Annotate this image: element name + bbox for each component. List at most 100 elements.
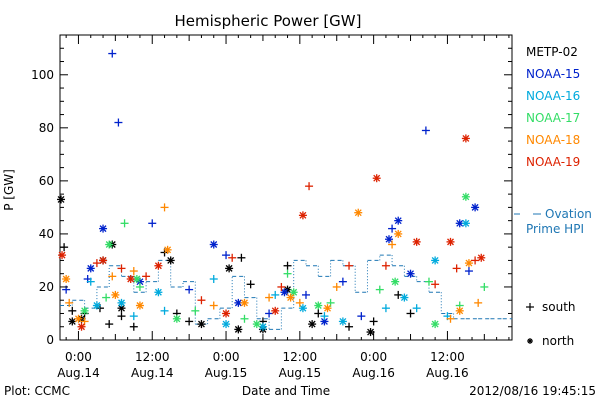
x-tick-label-date: Aug.15 (205, 366, 248, 380)
north-marker-d2 (234, 325, 242, 333)
north-marker-d2 (413, 238, 421, 246)
north-marker-d2 (74, 315, 82, 323)
north-point (135, 301, 144, 310)
x-tick-label: 0:00 (360, 350, 387, 364)
south-point (117, 312, 126, 321)
south-point (265, 309, 274, 318)
south-point (464, 267, 473, 276)
y-tick-label: 20 (39, 280, 54, 294)
north-marker-d2 (118, 304, 125, 312)
south-point (120, 219, 129, 228)
south-point (105, 320, 114, 329)
north-marker-d2 (210, 241, 218, 248)
north-marker-d2 (234, 299, 242, 307)
north-marker-d2 (385, 235, 393, 243)
south-point (314, 309, 323, 318)
south-point (338, 277, 347, 286)
north-marker-d2 (111, 291, 119, 299)
x-tick-label: 12:00 (430, 350, 465, 364)
north-marker-d2 (99, 256, 107, 264)
north-marker-d2 (407, 270, 414, 278)
south-point (68, 306, 77, 315)
north-marker-d2 (391, 278, 399, 286)
north-point (99, 256, 108, 265)
south-point (320, 312, 329, 321)
north-marker-d2 (222, 310, 230, 317)
south-point (108, 272, 117, 281)
south-point (277, 282, 286, 291)
south-point (228, 253, 237, 262)
north-point (105, 240, 114, 249)
north-point (154, 288, 163, 297)
south-point (295, 298, 304, 307)
north-marker-d2 (225, 264, 233, 272)
north-point (323, 304, 332, 313)
north-marker-d2 (164, 246, 172, 254)
north-marker-d2 (394, 230, 402, 238)
north-point (394, 229, 403, 238)
legend: METP-02 NOAA-15 NOAA-16 NOAA-17 NOAA-18 NOAA-… (514, 45, 592, 348)
north-point (366, 328, 375, 337)
south-point (265, 293, 274, 302)
south-point (197, 296, 206, 305)
north-marker-d2 (373, 174, 381, 182)
north-marker-d2 (62, 275, 70, 283)
south-point (222, 251, 231, 260)
north-point (92, 301, 101, 310)
north-marker-d2 (299, 211, 307, 219)
legend-marker-label: north (542, 334, 574, 348)
north-marker-d2 (93, 302, 101, 309)
north-marker-d2 (87, 264, 95, 272)
north-marker-d2 (127, 275, 135, 283)
north-marker-d2 (462, 134, 470, 142)
north-point (77, 322, 86, 331)
legend-series-label: NOAA-16 (526, 89, 580, 103)
x-tick-label-date: Aug.16 (426, 366, 469, 380)
north-marker-d2 (253, 320, 261, 328)
north-marker-d2 (431, 256, 439, 264)
x-tick-label: 12:00 (283, 350, 318, 364)
south-point (246, 280, 255, 289)
timestamp: 2012/08/16 19:45:15 (469, 384, 596, 398)
south-point (345, 261, 354, 270)
south-point (394, 290, 403, 299)
legend-series-label: NOAA-18 (526, 133, 580, 147)
south-point (471, 256, 480, 265)
x-tick-label-date: Aug.14 (131, 366, 174, 380)
north-marker-d2 (462, 219, 470, 227)
x-axis: 0:00 Aug.14 12:00 Aug.14 0:00 Aug.15 12:00 Aug.… (57, 35, 510, 380)
north-point (286, 293, 295, 302)
y-tick-label: 60 (39, 174, 54, 188)
x-tick-label: 0:00 (65, 350, 92, 364)
north-marker-d2 (290, 288, 298, 296)
north-marker-d2 (462, 193, 470, 201)
south-point (191, 306, 200, 315)
north-marker-d2 (99, 225, 107, 233)
north-point (446, 237, 455, 246)
south-point (381, 261, 390, 270)
south-point (305, 182, 314, 191)
north-marker-d2 (477, 254, 485, 262)
x-tick-label: 0:00 (213, 350, 240, 364)
south-point (160, 306, 169, 315)
north-marker-d2 (308, 320, 316, 328)
north-point (154, 261, 163, 270)
north-point (385, 235, 394, 244)
legend-series-label: NOAA-17 (526, 111, 580, 125)
north-marker-d2 (259, 323, 267, 331)
north-marker-d2 (471, 203, 479, 211)
legend-marker-label: south (542, 300, 576, 314)
north-point (234, 298, 243, 307)
north-point (222, 320, 231, 329)
north-marker-d2 (281, 288, 288, 296)
north-point (431, 320, 440, 329)
x-tick-label-date: Aug.15 (279, 366, 322, 380)
north-point (354, 208, 363, 217)
north-point (58, 251, 67, 260)
north-marker-d2 (339, 317, 347, 325)
north-point (117, 298, 126, 307)
south-point (102, 293, 111, 302)
south-point (375, 285, 384, 294)
